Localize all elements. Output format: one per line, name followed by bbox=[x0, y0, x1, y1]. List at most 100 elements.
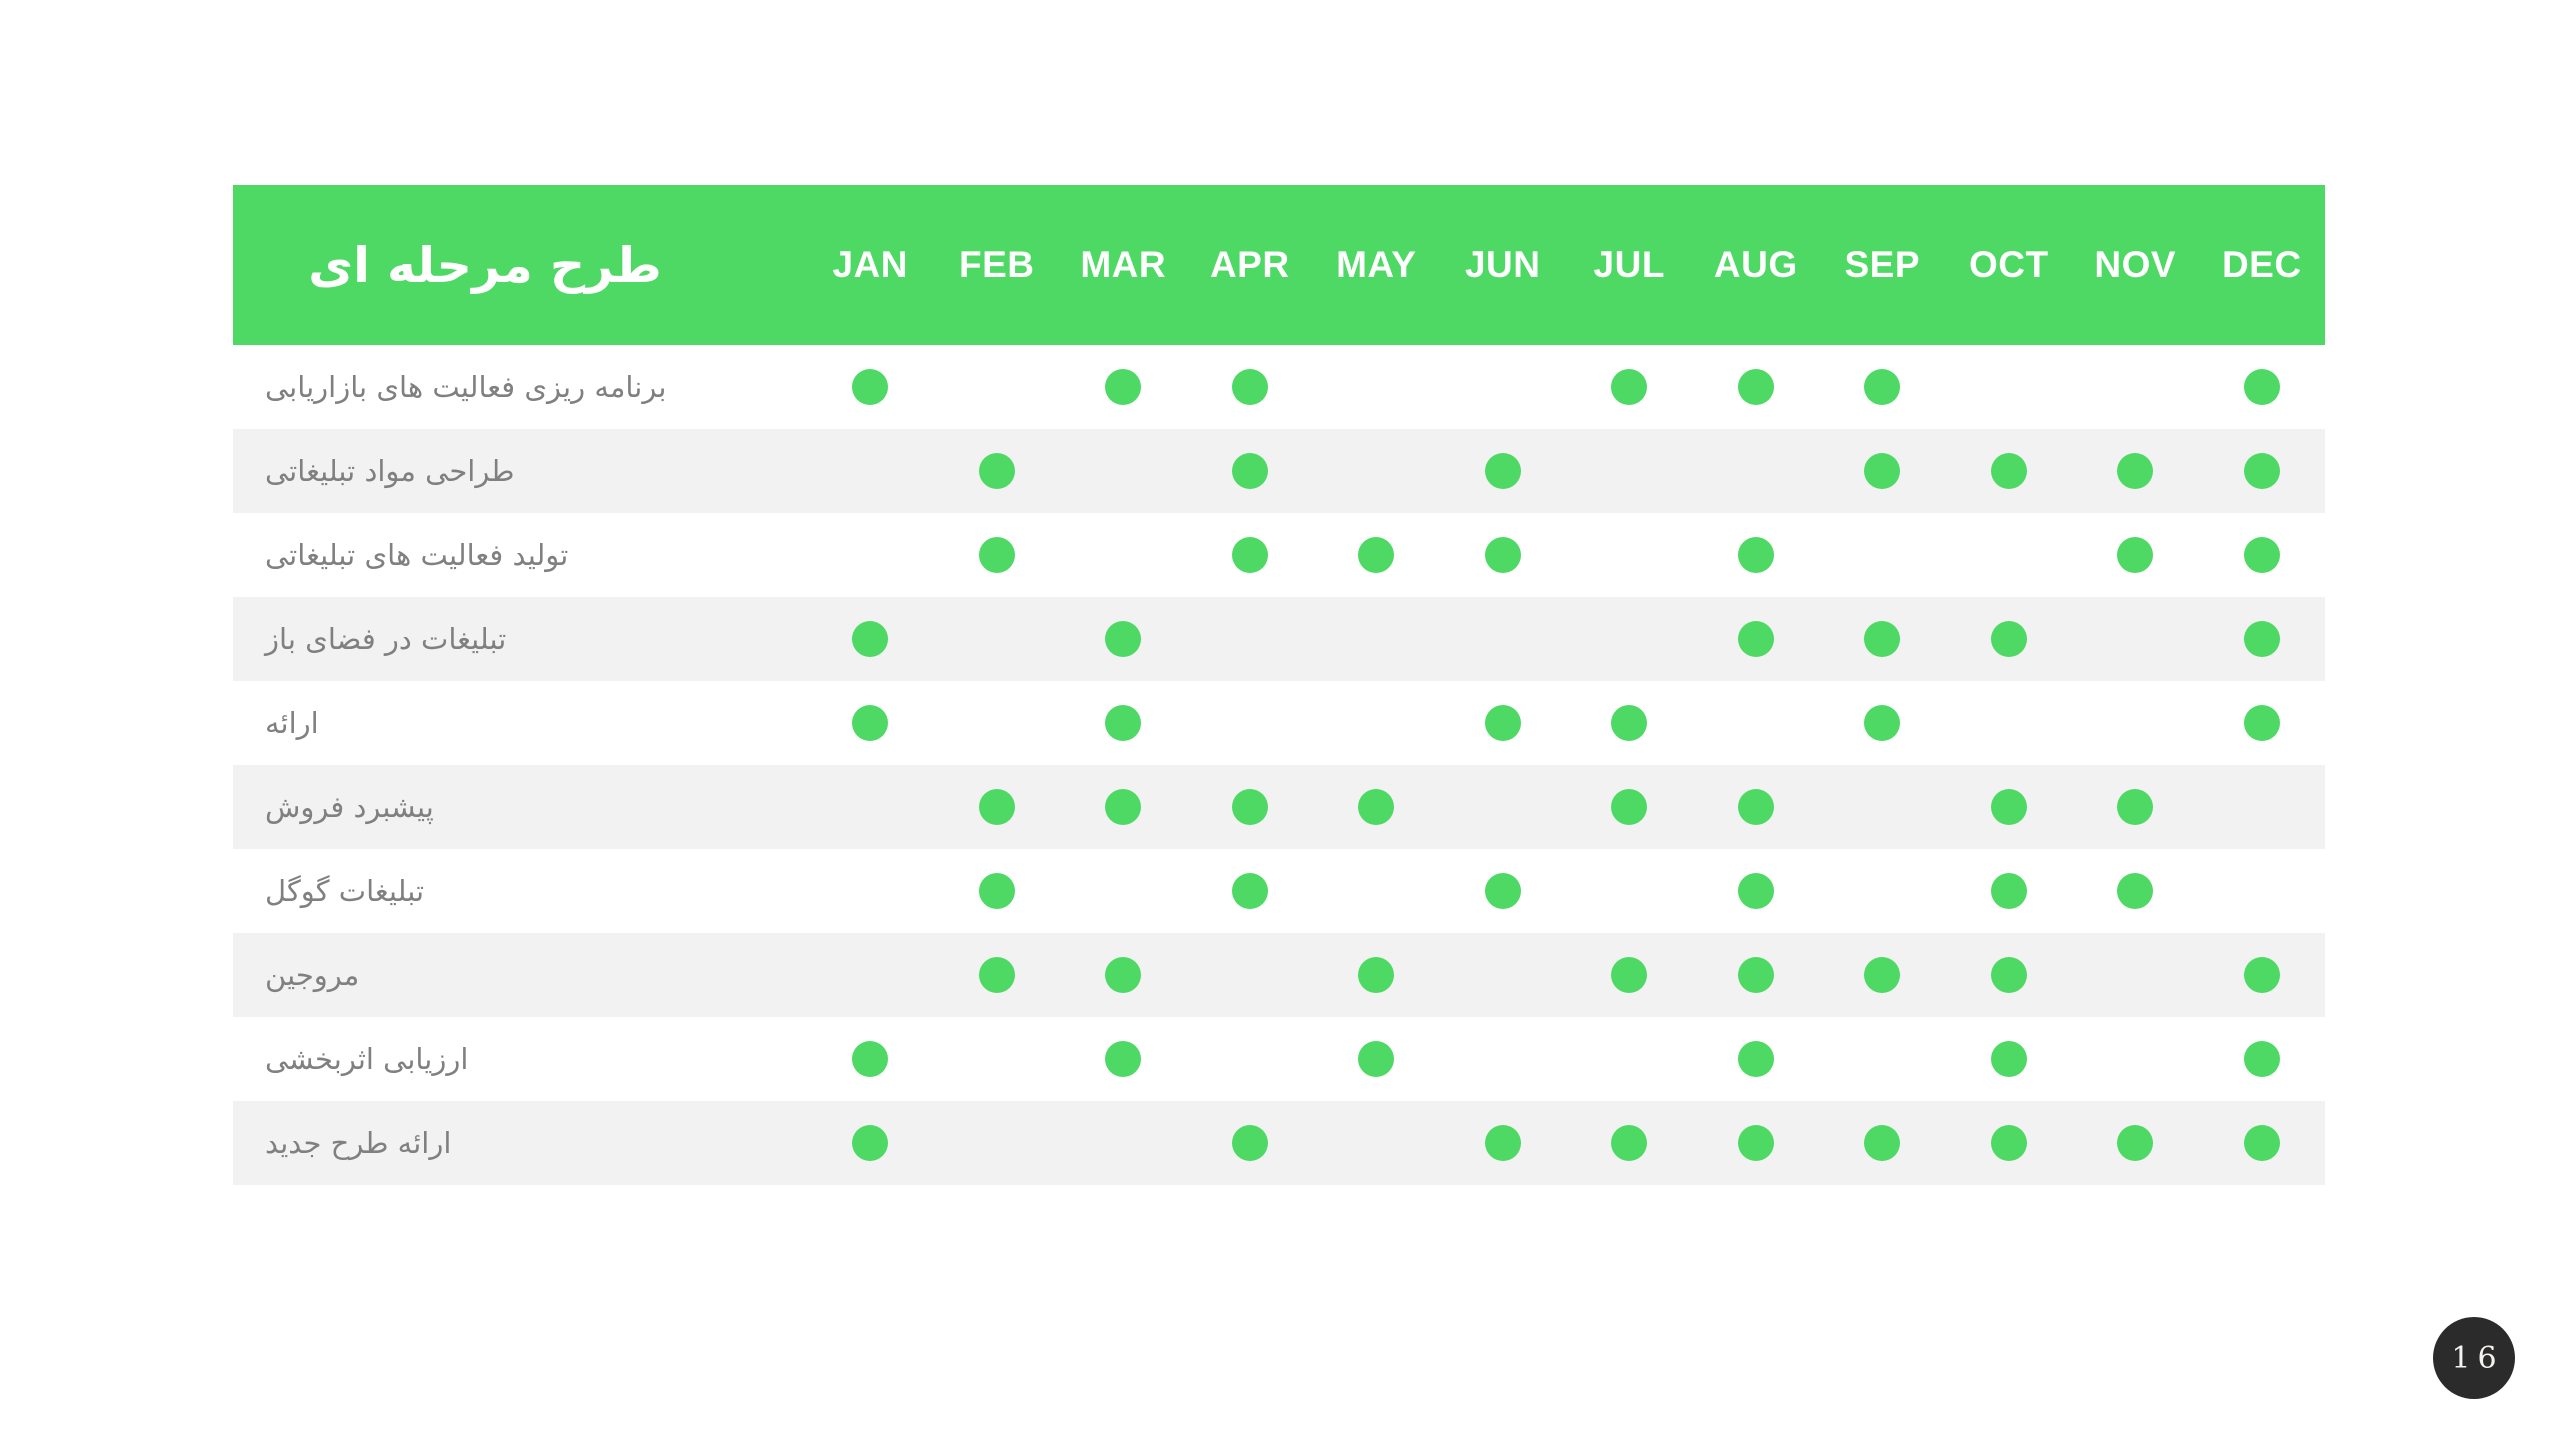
activity-dot-icon bbox=[1864, 705, 1901, 741]
month-cell-nov bbox=[2072, 429, 2199, 513]
activity-dot-icon bbox=[852, 1125, 889, 1161]
month-cell-jun bbox=[1440, 849, 1567, 933]
month-cell-dec bbox=[2199, 765, 2326, 849]
activity-dot-icon bbox=[2117, 453, 2154, 489]
row-label-text: طراحی مواد تبلیغاتی bbox=[265, 454, 515, 488]
activity-dot-icon bbox=[1231, 789, 1268, 825]
month-cell-aug bbox=[1693, 597, 1820, 681]
month-cell-jul bbox=[1566, 681, 1693, 765]
month-cell-jun bbox=[1440, 681, 1567, 765]
row-label: پیشبرد فروش bbox=[233, 765, 807, 849]
month-cell-may bbox=[1313, 429, 1440, 513]
activity-dot-icon bbox=[1737, 537, 1774, 573]
activity-dot-icon bbox=[2243, 537, 2280, 573]
month-cell-aug bbox=[1693, 933, 1820, 1017]
table-row-1: برنامه ریزی فعالیت های بازاریابی bbox=[233, 345, 2325, 429]
month-cell-jun bbox=[1440, 513, 1567, 597]
activity-dot-icon bbox=[1990, 789, 2027, 825]
month-cell-feb bbox=[934, 345, 1061, 429]
activity-dot-icon bbox=[978, 957, 1015, 993]
activity-dot-icon bbox=[1484, 453, 1521, 489]
month-cell-sep bbox=[1819, 765, 1946, 849]
month-cell-may bbox=[1313, 1017, 1440, 1101]
table-row-4: تبلیغات در فضای باز bbox=[233, 597, 2325, 681]
activity-dot-icon bbox=[1864, 369, 1901, 405]
month-cell-jan bbox=[807, 681, 934, 765]
activity-dot-icon bbox=[1105, 369, 1142, 405]
activity-dot-icon bbox=[2243, 1125, 2280, 1161]
row-label: ارزیابی اثربخشی bbox=[233, 1017, 807, 1101]
month-cell-nov bbox=[2072, 1017, 2199, 1101]
month-cell-aug bbox=[1693, 765, 1820, 849]
activity-dot-icon bbox=[1105, 621, 1142, 657]
month-cell-apr bbox=[1187, 933, 1314, 1017]
month-cell-nov bbox=[2072, 849, 2199, 933]
month-cell-mar bbox=[1060, 681, 1187, 765]
month-cell-jun bbox=[1440, 1101, 1567, 1185]
month-cell-jun bbox=[1440, 597, 1567, 681]
month-cell-oct bbox=[1946, 597, 2073, 681]
activity-dot-icon bbox=[1231, 1125, 1268, 1161]
month-cell-sep bbox=[1819, 429, 1946, 513]
activity-dot-icon bbox=[1358, 537, 1395, 573]
month-cell-dec bbox=[2199, 1017, 2326, 1101]
row-label: تولید فعالیت های تبلیغاتی bbox=[233, 513, 807, 597]
month-cell-jun bbox=[1440, 1017, 1567, 1101]
month-cell-apr bbox=[1187, 429, 1314, 513]
row-label-text: ارزیابی اثربخشی bbox=[265, 1042, 469, 1076]
row-label-text: مروجین bbox=[265, 958, 360, 992]
row-label: مروجین bbox=[233, 933, 807, 1017]
activity-dot-icon bbox=[852, 705, 889, 741]
month-cell-may bbox=[1313, 513, 1440, 597]
month-cell-dec bbox=[2199, 429, 2326, 513]
activity-dot-icon bbox=[2243, 369, 2280, 405]
activity-dot-icon bbox=[2243, 705, 2280, 741]
activity-dot-icon bbox=[1990, 1125, 2027, 1161]
row-label-text: برنامه ریزی فعالیت های بازاریابی bbox=[265, 370, 667, 404]
activity-dot-icon bbox=[1358, 957, 1395, 993]
activity-dot-icon bbox=[1864, 621, 1901, 657]
month-cell-aug bbox=[1693, 513, 1820, 597]
table-row-3: تولید فعالیت های تبلیغاتی bbox=[233, 513, 2325, 597]
phased-plan-table: طرح مرحله ای JAN FEB MAR APR MAY JUN JUL AUG SEP… bbox=[233, 185, 2325, 1185]
table-header: طرح مرحله ای JAN FEB MAR APR MAY JUN JUL AUG SEP… bbox=[233, 185, 2325, 345]
activity-dot-icon bbox=[1990, 453, 2027, 489]
row-label: ارائه طرح جدید bbox=[233, 1101, 807, 1185]
month-cell-apr bbox=[1187, 1017, 1314, 1101]
month-header-sep: SEP bbox=[1844, 244, 1921, 285]
month-cell-jan bbox=[807, 1017, 934, 1101]
month-cell-nov bbox=[2072, 345, 2199, 429]
month-header-may: MAY bbox=[1336, 244, 1417, 285]
activity-dot-icon bbox=[978, 789, 1015, 825]
month-cell-jul bbox=[1566, 1017, 1693, 1101]
month-cell-mar bbox=[1060, 1101, 1187, 1185]
table-title: طرح مرحله ای bbox=[308, 236, 662, 294]
activity-dot-icon bbox=[1990, 1041, 2027, 1077]
month-cell-jul bbox=[1566, 1101, 1693, 1185]
month-header-jun: JUN bbox=[1464, 244, 1541, 285]
month-cell-sep bbox=[1819, 1017, 1946, 1101]
month-cell-sep bbox=[1819, 513, 1946, 597]
month-cell-aug bbox=[1693, 1101, 1820, 1185]
activity-dot-icon bbox=[852, 369, 889, 405]
month-cell-jul bbox=[1566, 765, 1693, 849]
month-cell-apr bbox=[1187, 1101, 1314, 1185]
page-number-badge: 16 bbox=[2433, 1317, 2515, 1399]
month-cell-feb bbox=[934, 681, 1061, 765]
row-label-text: ارائه طرح جدید bbox=[265, 1126, 452, 1160]
month-cell-oct bbox=[1946, 849, 2073, 933]
activity-dot-icon bbox=[1484, 705, 1521, 741]
row-label: طراحی مواد تبلیغاتی bbox=[233, 429, 807, 513]
month-cell-jan bbox=[807, 345, 934, 429]
activity-dot-icon bbox=[1737, 1125, 1774, 1161]
month-cell-oct bbox=[1946, 1101, 2073, 1185]
month-cell-mar bbox=[1060, 597, 1187, 681]
table-body: برنامه ریزی فعالیت های بازاریابی طراحی مو… bbox=[233, 345, 2325, 1185]
month-header-apr: APR bbox=[1209, 244, 1290, 285]
activity-dot-icon bbox=[1231, 873, 1268, 909]
month-cell-oct bbox=[1946, 1017, 2073, 1101]
month-cell-nov bbox=[2072, 1101, 2199, 1185]
month-header-oct: OCT bbox=[1968, 244, 2049, 285]
month-cell-dec bbox=[2199, 933, 2326, 1017]
